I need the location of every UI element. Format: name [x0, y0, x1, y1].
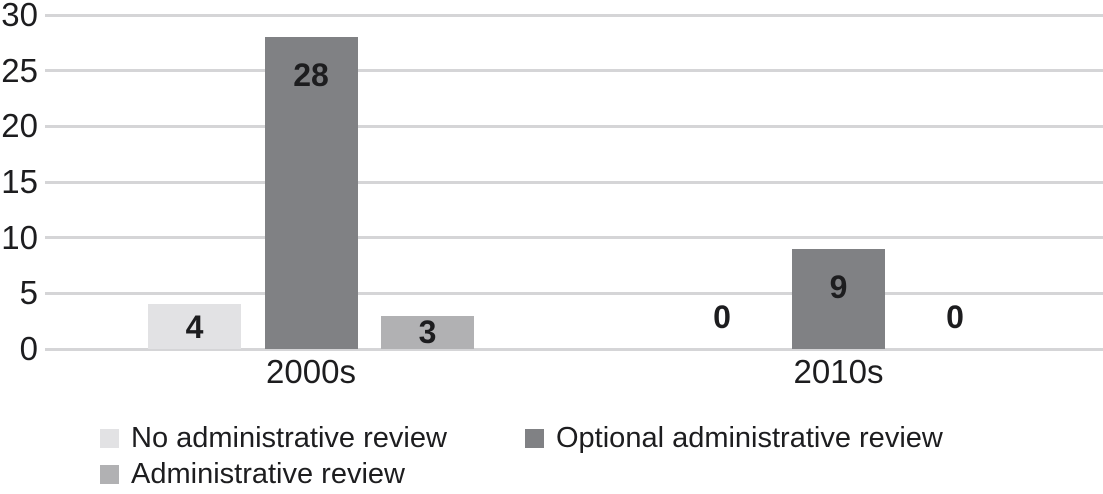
legend-item-optional-administrative-review: Optional administrative review	[525, 420, 943, 456]
gridline	[45, 291, 1103, 295]
legend-label: Administrative review	[131, 458, 405, 490]
value-label-2000s-administrative-review: 3	[418, 314, 437, 351]
gridline	[45, 236, 1103, 240]
y-axis-tick-label: 25	[1, 51, 38, 89]
gridline	[45, 124, 1103, 128]
gridline	[45, 69, 1103, 73]
y-axis-tick-label: 10	[1, 218, 38, 256]
bar-2000s-optional-administrative-review	[264, 37, 358, 349]
bar-2000s-administrative-review	[381, 315, 474, 349]
value-label-2010s-optional-administrative-review: 9	[829, 268, 848, 305]
legend-swatch-administrative-review-icon	[100, 464, 119, 484]
legend: No administrative review Optional admini…	[100, 420, 1080, 492]
x-axis-label-2000s: 2000s	[266, 353, 356, 390]
legend-label: Optional administrative review	[556, 422, 943, 454]
x-axis-label-2010s: 2010s	[793, 353, 884, 390]
value-label-2000s-optional-administrative-review: 28	[293, 57, 329, 94]
value-label-2010s-no-administrative-review: 0	[713, 299, 731, 335]
y-axis-tick-label: 0	[19, 330, 38, 367]
y-axis-tick-label: 20	[1, 107, 38, 145]
bar-2000s-no-administrative-review	[148, 304, 241, 349]
value-label-2000s-no-administrative-review: 4	[185, 308, 204, 345]
legend-swatch-optional-administrative-review-icon	[525, 428, 544, 448]
legend-label: No administrative review	[131, 422, 447, 454]
bar-2010s-optional-administrative-review	[792, 248, 885, 349]
gridline	[45, 180, 1103, 184]
y-axis-tick-label: 30	[1, 0, 38, 33]
legend-item-no-administrative-review: No administrative review	[100, 420, 525, 456]
legend-item-administrative-review: Administrative review	[100, 456, 525, 492]
legend-swatch-no-administrative-review-icon	[100, 428, 119, 448]
value-label-2010s-administrative-review: 0	[946, 299, 964, 335]
y-axis-tick-label: 5	[19, 274, 38, 312]
y-axis-tick-label: 15	[1, 163, 38, 200]
gridline	[45, 347, 1103, 351]
gridline	[45, 13, 1103, 17]
